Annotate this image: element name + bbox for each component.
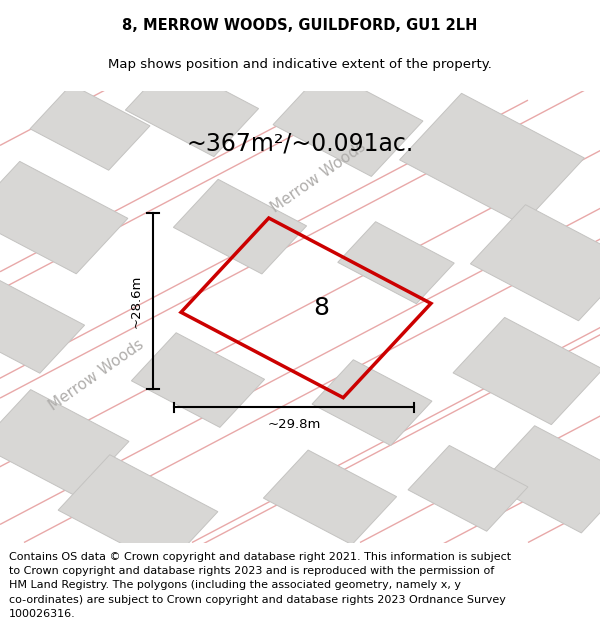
Text: 100026316.: 100026316. [9,609,76,619]
Text: Map shows position and indicative extent of the property.: Map shows position and indicative extent… [108,58,492,71]
Polygon shape [470,204,600,321]
Text: co-ordinates) are subject to Crown copyright and database rights 2023 Ordnance S: co-ordinates) are subject to Crown copyr… [9,594,506,604]
Polygon shape [58,455,218,567]
Text: 8, MERROW WOODS, GUILDFORD, GU1 2LH: 8, MERROW WOODS, GUILDFORD, GU1 2LH [122,18,478,32]
Polygon shape [173,179,307,274]
Polygon shape [0,389,129,497]
Polygon shape [0,161,128,274]
Polygon shape [273,69,423,176]
Polygon shape [312,360,432,446]
Text: ~29.8m: ~29.8m [268,418,320,431]
Polygon shape [0,279,85,373]
Polygon shape [483,426,600,533]
Text: HM Land Registry. The polygons (including the associated geometry, namely x, y: HM Land Registry. The polygons (includin… [9,580,461,590]
Polygon shape [131,332,265,428]
Text: to Crown copyright and database rights 2023 and is reproduced with the permissio: to Crown copyright and database rights 2… [9,566,494,576]
Polygon shape [453,318,600,424]
Polygon shape [400,93,584,224]
Polygon shape [30,84,150,170]
Text: Merrow Woods: Merrow Woods [46,338,146,414]
Text: Merrow Woods: Merrow Woods [268,139,368,216]
Polygon shape [338,222,454,304]
Polygon shape [125,62,259,157]
Polygon shape [408,446,528,531]
Text: 8: 8 [313,296,329,320]
Text: ~367m²/~0.091ac.: ~367m²/~0.091ac. [187,131,413,155]
Text: ~28.6m: ~28.6m [130,274,143,328]
Polygon shape [263,450,397,545]
Text: Contains OS data © Crown copyright and database right 2021. This information is : Contains OS data © Crown copyright and d… [9,552,511,562]
